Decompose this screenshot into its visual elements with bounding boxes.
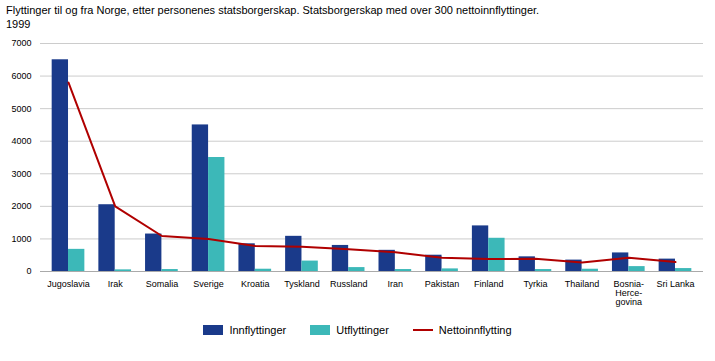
svg-text:7000: 7000	[11, 38, 31, 48]
svg-text:0: 0	[26, 266, 31, 276]
svg-text:5000: 5000	[11, 104, 31, 114]
svg-text:Sverige: Sverige	[193, 279, 224, 289]
svg-text:Sri Lanka: Sri Lanka	[656, 279, 694, 289]
html-text:Innflyttinger: Innflyttinger	[229, 324, 287, 336]
svg-text:3000: 3000	[11, 169, 31, 179]
svg-text:Jugoslavia: Jugoslavia	[47, 279, 90, 289]
svg-text:2000: 2000	[11, 201, 31, 211]
svg-text:Finland: Finland	[474, 279, 504, 289]
svg-text:1000: 1000	[11, 234, 31, 244]
html-text:Flyttinger til og fra Norge, e: Flyttinger til og fra Norge, etter perso…	[6, 4, 540, 16]
svg-text:Irak: Irak	[108, 279, 124, 289]
svg-text:Pakistan: Pakistan	[425, 279, 460, 289]
svg-text:Russland: Russland	[330, 279, 368, 289]
svg-text:Iran: Iran	[388, 279, 404, 289]
svg-text:4000: 4000	[11, 136, 31, 146]
svg-text:Tyskland: Tyskland	[284, 279, 320, 289]
svg-text:Bosnia-Herce-govina: Bosnia-Herce-govina	[614, 279, 645, 307]
svg-text:Thailand: Thailand	[565, 279, 600, 289]
html-text:Utflyttinger: Utflyttinger	[336, 324, 389, 336]
svg-text:Somalia: Somalia	[146, 279, 179, 289]
svg-text:Kroatia: Kroatia	[241, 279, 270, 289]
svg-text:Tyrkia: Tyrkia	[523, 279, 547, 289]
html-text:1999: 1999	[6, 18, 31, 30]
html-text:Nettoinnflytting: Nettoinnflytting	[438, 324, 512, 336]
svg-text:6000: 6000	[11, 71, 31, 81]
